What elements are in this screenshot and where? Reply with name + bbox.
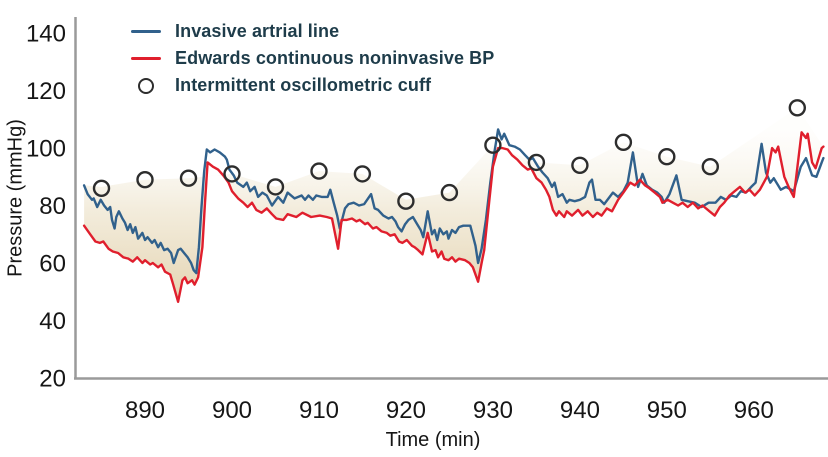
cuff-measurement-marker: [484, 136, 502, 154]
cnbp-line-icon: [131, 57, 161, 60]
x-tick-label: 960: [734, 397, 774, 424]
legend-label-invasive: Invasive artrial line: [175, 21, 340, 41]
y-tick-label: 80: [39, 193, 66, 220]
cuff-measurement-marker: [136, 170, 154, 189]
legend-item-invasive: Invasive artrial line: [131, 18, 494, 45]
cuff-measurement-marker: [266, 178, 285, 196]
cuff-measurement-marker: [223, 165, 241, 183]
x-tick-label: 920: [386, 397, 426, 424]
cuff-measurement-marker: [440, 183, 459, 202]
cuff-measurement-marker: [571, 156, 589, 175]
cuff-measurement-marker: [527, 153, 546, 172]
cuff-measurement-marker: [701, 157, 719, 176]
y-tick-label: 120: [26, 78, 66, 105]
cuff-measurement-marker: [397, 192, 415, 210]
x-axis-title: Time (min): [385, 429, 481, 451]
cuff-measurement-marker: [179, 169, 198, 187]
legend-label-cuff: Intermittent oscillometric cuff: [175, 75, 432, 95]
y-tick-label: 140: [26, 21, 66, 48]
legend: Invasive artrial line Edwards continuous…: [131, 18, 494, 99]
x-tick-label: 950: [647, 397, 687, 424]
legend-item-cuff: Intermittent oscillometric cuff: [131, 72, 494, 99]
y-axis-title: Pressure (mmHg): [4, 119, 27, 277]
cuff-measurement-marker: [353, 165, 372, 183]
cuff-measurement-marker: [658, 147, 676, 166]
x-tick-label: 930: [473, 397, 513, 424]
y-tick-label: 40: [39, 308, 66, 335]
cuff-measurement-marker: [310, 162, 328, 180]
cuff-circle-icon: [131, 77, 161, 94]
invasive-line-icon: [131, 30, 161, 33]
legend-label-cnbp: Edwards continuous noninvasive BP: [175, 48, 495, 68]
pressure-range-band: [84, 107, 824, 302]
y-tick-label: 100: [26, 136, 66, 163]
cnbp-series-line: [82, 131, 825, 303]
cuff-measurement-marker: [614, 133, 633, 152]
x-tick-label: 900: [212, 397, 252, 424]
cuff-measurement-marker: [788, 99, 806, 117]
x-tick-label: 940: [560, 397, 600, 424]
y-tick-label: 20: [39, 366, 66, 393]
y-tick-label: 60: [39, 251, 66, 278]
x-tick-label: 890: [125, 397, 165, 424]
legend-item-cnbp: Edwards continuous noninvasive BP: [131, 45, 494, 72]
cuff-measurement-marker: [92, 179, 111, 198]
x-tick-label: 910: [299, 397, 339, 424]
